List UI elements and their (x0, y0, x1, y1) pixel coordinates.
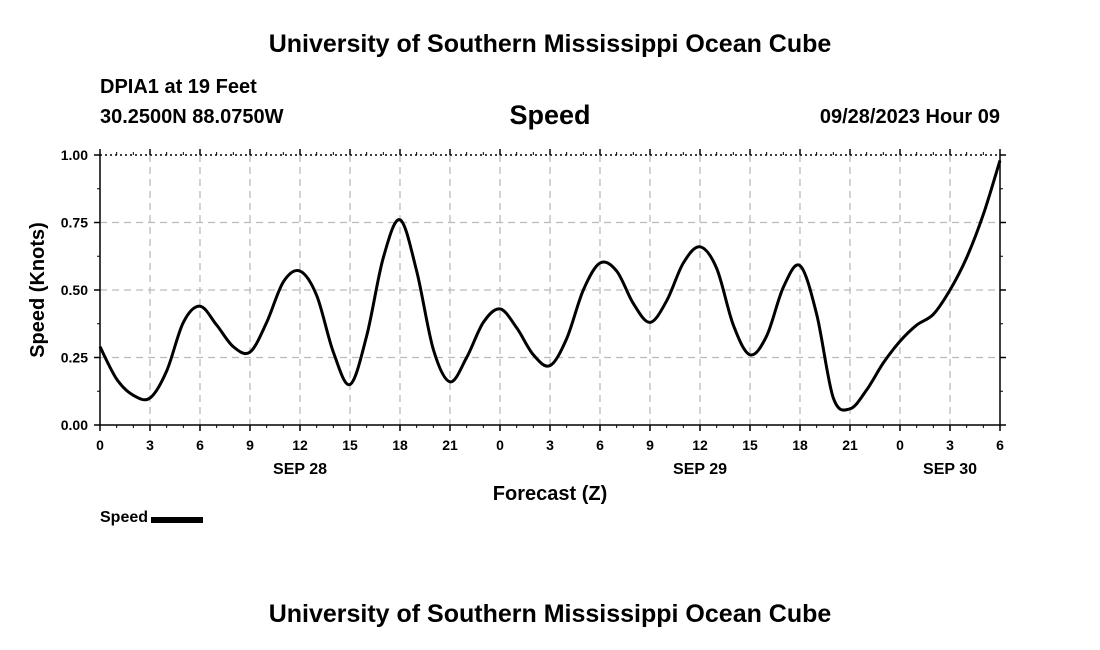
y-tick-label: 0.25 (61, 350, 88, 366)
legend: Speed (100, 509, 204, 527)
x-tick-label: 18 (792, 437, 808, 453)
x-tick-label: 18 (392, 437, 408, 453)
x-tick-label: 15 (742, 437, 758, 453)
x-tick-label: 6 (596, 437, 604, 453)
x-tick-label: 6 (996, 437, 1004, 453)
x-tick-label: 9 (646, 437, 654, 453)
y-tick-label: 0.00 (61, 417, 88, 433)
x-axis-label: Forecast (Z) (493, 483, 607, 505)
y-tick-label: 0.75 (61, 215, 88, 231)
x-tick-label: 21 (842, 437, 858, 453)
x-tick-label: 15 (342, 437, 358, 453)
series-layer (98, 159, 1002, 412)
x-tick-label: 0 (896, 437, 904, 453)
x-tick-label: 12 (692, 437, 708, 453)
x-tick-label: 0 (96, 437, 104, 453)
station-label: DPIA1 at 19 Feet (100, 76, 257, 98)
ticks: 0.00 0.25 0.50 0.75 1.00 0 3 6 9 12 15 18 21 0 3 6 9 12 15… (61, 147, 1006, 478)
day-label: SEP 29 (673, 461, 727, 478)
legend-label: Speed (100, 509, 149, 526)
chart-main-title: University of Southern Mississippi Ocean… (268, 30, 832, 58)
x-tick-label: 6 (196, 437, 204, 453)
x-tick-label: 3 (546, 437, 554, 453)
x-tick-label: 21 (442, 437, 458, 453)
coordinates-label: 30.2500N 88.0750W (100, 106, 284, 128)
speed-series-line (98, 159, 1002, 412)
footer-title: University of Southern Mississippi Ocean… (268, 600, 832, 628)
legend-line-swatch (151, 516, 204, 523)
x-tick-label: 3 (946, 437, 954, 453)
x-tick-label: 3 (146, 437, 154, 453)
day-label: SEP 30 (923, 461, 977, 478)
day-label: SEP 28 (273, 461, 327, 478)
x-tick-label: 0 (496, 437, 504, 453)
grid (100, 155, 1000, 425)
y-tick-label: 0.50 (61, 282, 88, 298)
y-tick-label: 1.00 (61, 147, 88, 163)
x-tick-label: 9 (246, 437, 254, 453)
forecast-datetime: 09/28/2023 Hour 09 (819, 106, 1000, 128)
y-axis-label: Speed (Knots) (27, 222, 49, 358)
x-tick-label: 12 (292, 437, 308, 453)
panel-title: Speed (509, 100, 591, 130)
